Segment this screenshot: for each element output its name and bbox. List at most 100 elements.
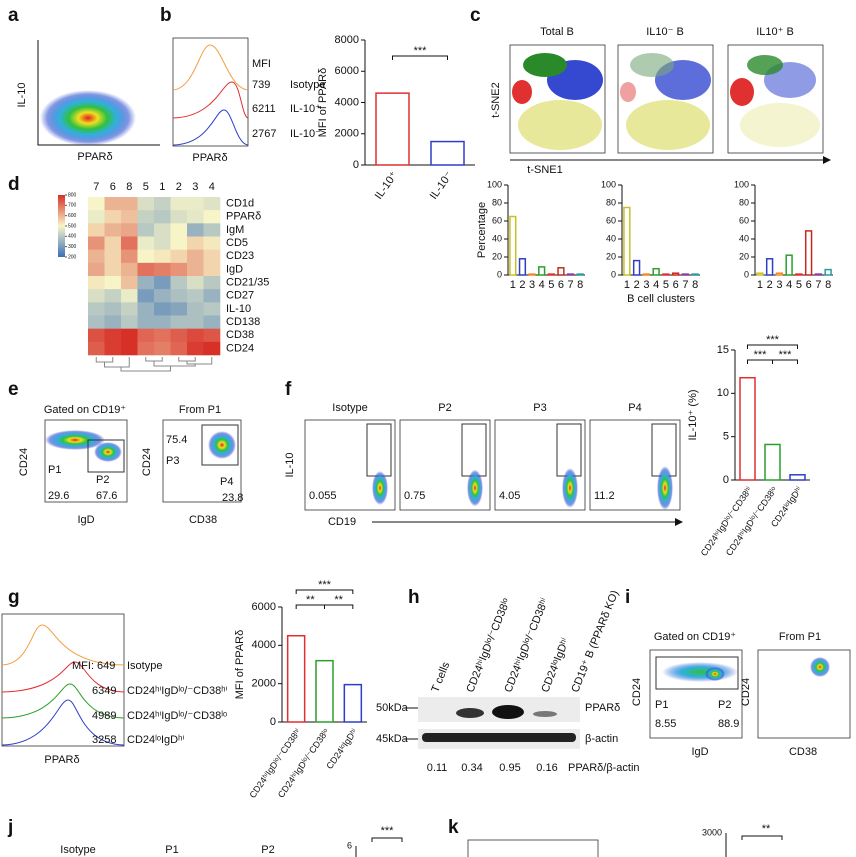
mfi-value: MFI: 649 bbox=[72, 660, 115, 672]
gate-label: P2 bbox=[718, 699, 731, 711]
gate bbox=[201, 424, 239, 466]
heatmap-cell bbox=[187, 236, 204, 250]
flow-frame bbox=[589, 419, 681, 511]
y-tick-label: 0 bbox=[497, 269, 502, 279]
mfi-value: 6211 bbox=[252, 103, 276, 115]
plot-title: P2 bbox=[261, 844, 274, 856]
x-tick-label: 8 bbox=[692, 279, 698, 291]
panel-j: j Isotype P1 P2 6 *** bbox=[7, 817, 403, 857]
panel-letter: d bbox=[8, 174, 20, 195]
histogram-il10-neg bbox=[172, 109, 249, 146]
flow-row: Isotype 0.055 P2 0.75 P3 4.05 P4 11.2 bbox=[304, 402, 681, 511]
colorbar-label: 500 bbox=[68, 223, 77, 229]
significance: *** bbox=[414, 45, 428, 57]
heatmap-cell bbox=[104, 236, 122, 250]
marker: 50kDa bbox=[376, 702, 409, 714]
heatmap-cell bbox=[121, 210, 138, 224]
band bbox=[422, 733, 576, 742]
heatmap-cell bbox=[121, 276, 138, 290]
panel-e: e Gated on CD19⁺ P1 P2 29.6 67.6 CD24 Ig… bbox=[8, 379, 243, 526]
heatmap-cell bbox=[104, 276, 122, 290]
y-label: Percentage bbox=[476, 202, 488, 258]
x-label: t-SNE1 bbox=[527, 164, 562, 176]
heatmap-cell bbox=[170, 236, 188, 250]
heatmap-cell bbox=[121, 236, 138, 250]
flow-frame bbox=[649, 649, 743, 739]
row-label: Isotype bbox=[127, 660, 162, 672]
cluster bbox=[518, 100, 602, 150]
y-label: IL-10 bbox=[16, 82, 28, 107]
bar bbox=[343, 683, 363, 723]
heatmap-cell bbox=[203, 236, 221, 250]
tsne-title: Total B bbox=[540, 26, 574, 38]
gate-percent: 0.055 bbox=[309, 490, 337, 502]
y-tick-label: 60 bbox=[739, 215, 749, 225]
flow-frame bbox=[44, 419, 128, 503]
heatmap-cell bbox=[170, 328, 188, 343]
heatmap-cell bbox=[203, 262, 221, 277]
y-tick-label: 2000 bbox=[252, 678, 276, 690]
heatmap-cell bbox=[170, 315, 188, 329]
panel-g: g MFI: 649 6349 4989 3258 Isotype CD24ʰⁱ… bbox=[1, 587, 228, 766]
heatmap-cell bbox=[187, 262, 204, 277]
x-label: IgD bbox=[691, 746, 708, 758]
bar bbox=[632, 259, 641, 276]
heatmap-cell bbox=[170, 341, 188, 356]
heatmap-cell bbox=[187, 276, 204, 290]
ratio: 0.16 bbox=[536, 762, 557, 774]
protein: PPARδ bbox=[585, 702, 620, 714]
ratio: 0.34 bbox=[461, 762, 482, 774]
x-tick-label: 2 bbox=[767, 279, 773, 291]
row-label: CD24ˡᵒIgDʰⁱ bbox=[127, 734, 184, 746]
y-tick-label: 4000 bbox=[335, 96, 359, 108]
heatmap-cell bbox=[137, 223, 155, 237]
mfi-header: MFI bbox=[252, 58, 271, 70]
heatmap-cell bbox=[170, 210, 188, 224]
cluster bbox=[630, 53, 674, 77]
row-label: CD24ʰⁱIgDˡᵒ/⁻CD38ˡᵒ bbox=[127, 710, 227, 722]
heatmap-cell bbox=[137, 315, 155, 329]
heatmap-cell bbox=[203, 223, 221, 237]
density-cloud bbox=[40, 90, 136, 146]
plot-title: P1 bbox=[165, 844, 178, 856]
y-tick-label: 40 bbox=[606, 233, 616, 243]
heatmap-cell bbox=[154, 315, 171, 329]
bar bbox=[430, 140, 465, 166]
colorbar-label: 200 bbox=[68, 254, 77, 260]
significance: ** bbox=[306, 594, 315, 606]
bar bbox=[662, 273, 670, 276]
band bbox=[533, 711, 557, 717]
gate-percent: 8.55 bbox=[655, 718, 676, 730]
heatmap-cell bbox=[137, 302, 155, 316]
y-tick-label: 60 bbox=[606, 215, 616, 225]
x-tick-label: 5 bbox=[548, 279, 554, 291]
x-tick-label: 2 bbox=[519, 279, 525, 291]
y-tick-label: 15 bbox=[717, 344, 729, 356]
gate-percent: 11.2 bbox=[594, 490, 615, 502]
gate-percent: 67.6 bbox=[96, 490, 117, 502]
band bbox=[492, 705, 524, 719]
x-tick-label: 7 bbox=[568, 279, 574, 291]
heatmap-cell bbox=[187, 302, 204, 316]
gate bbox=[461, 423, 487, 477]
plot-title: Gated on CD19⁺ bbox=[44, 404, 126, 416]
row-label: CD5 bbox=[226, 237, 248, 249]
heatmap-cell bbox=[187, 328, 204, 343]
significance: *** bbox=[754, 349, 768, 361]
bar bbox=[671, 272, 680, 276]
histogram-il10-pos bbox=[172, 81, 249, 119]
density-cloud bbox=[810, 657, 830, 677]
heatmap-cell bbox=[170, 276, 188, 290]
bar bbox=[547, 273, 555, 276]
heatmap-cell bbox=[104, 210, 122, 224]
x-tick-label: 6 bbox=[673, 279, 679, 291]
y-tick-label: 100 bbox=[601, 179, 616, 189]
density-cloud bbox=[208, 431, 236, 459]
y-tick-label: 6000 bbox=[252, 601, 276, 613]
bar bbox=[576, 273, 584, 276]
heatmap-cell bbox=[88, 223, 105, 237]
y-tick-label: 0 bbox=[353, 159, 359, 171]
ratio: 0.11 bbox=[427, 762, 448, 774]
significance: *** bbox=[766, 334, 780, 346]
heatmap-cell bbox=[154, 341, 171, 356]
